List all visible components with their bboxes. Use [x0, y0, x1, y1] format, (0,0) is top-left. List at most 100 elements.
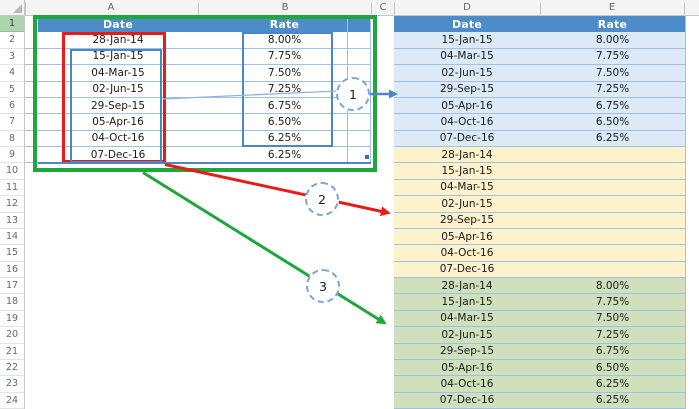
date-cell[interactable]: 05-Apr-16	[92, 115, 144, 128]
row-header-18[interactable]: 18	[0, 294, 24, 311]
row-header-15[interactable]: 15	[0, 245, 24, 262]
row-header-14[interactable]: 14	[0, 228, 24, 246]
date-cell[interactable]: 07-Dec-16	[439, 394, 495, 407]
row-header-23[interactable]: 23	[0, 376, 24, 393]
left-table-row: 04-Mar-15 7.50%	[25, 65, 371, 82]
rate-cell[interactable]: 7.50%	[267, 66, 302, 79]
date-cell[interactable]: 07-Dec-16	[439, 263, 495, 276]
row-header-2[interactable]: 2	[0, 32, 24, 49]
row-header-4[interactable]: 4	[0, 65, 24, 82]
rate-cell[interactable]: 7.50%	[595, 66, 630, 79]
row-header-8[interactable]: 8	[0, 130, 24, 147]
row-header-24[interactable]: 24	[0, 392, 24, 409]
rate-cell[interactable]	[540, 147, 685, 162]
rate-cell[interactable]: 6.25%	[595, 132, 630, 145]
row-header-12[interactable]: 12	[0, 196, 24, 213]
right-table-header-rate[interactable]: Rate	[597, 18, 628, 31]
row-header-1[interactable]: 1	[0, 16, 24, 33]
date-cell[interactable]: 04-Mar-15	[440, 181, 494, 194]
rate-cell[interactable]	[540, 213, 685, 228]
rate-cell[interactable]: 7.75%	[267, 50, 302, 63]
date-cell[interactable]: 15-Jan-15	[441, 165, 493, 178]
row-header-10[interactable]: 10	[0, 163, 24, 180]
date-cell[interactable]: 02-Jun-15	[441, 66, 493, 79]
row-header-19[interactable]: 19	[0, 310, 24, 328]
rate-cell[interactable]: 8.00%	[595, 279, 630, 292]
rate-cell[interactable]: 6.75%	[267, 99, 302, 112]
row-header-5[interactable]: 5	[0, 81, 24, 98]
date-cell[interactable]: 15-Jan-15	[441, 34, 493, 47]
rate-cell[interactable]: 7.50%	[595, 312, 630, 325]
column-header-b[interactable]: B	[281, 2, 289, 13]
row-header-22[interactable]: 22	[0, 359, 24, 377]
date-cell[interactable]: 04-Oct-16	[440, 115, 494, 128]
date-cell[interactable]: 05-Apr-16	[441, 361, 493, 374]
rate-cell[interactable]: 6.25%	[267, 132, 302, 145]
right-table-header-date[interactable]: Date	[451, 18, 483, 31]
date-cell[interactable]: 28-Jan-14	[441, 279, 493, 292]
date-cell[interactable]: 04-Oct-16	[440, 246, 494, 259]
column-header-c[interactable]: C	[379, 2, 387, 13]
date-cell[interactable]: 04-Oct-16	[440, 377, 494, 390]
rate-cell[interactable]: 6.50%	[595, 115, 630, 128]
rate-cell[interactable]	[540, 180, 685, 195]
date-cell[interactable]: 29-Sep-15	[439, 214, 495, 227]
date-cell[interactable]: 15-Jan-15	[441, 296, 493, 309]
rate-cell[interactable]: 8.00%	[267, 34, 302, 47]
date-cell[interactable]: 29-Sep-15	[439, 345, 495, 358]
date-cell[interactable]: 05-Apr-16	[441, 230, 493, 243]
select-all-corner[interactable]	[0, 0, 25, 15]
rate-cell[interactable]: 6.50%	[267, 115, 302, 128]
date-cell[interactable]: 07-Dec-16	[90, 148, 146, 161]
rate-cell[interactable]	[540, 163, 685, 178]
row-header-3[interactable]: 3	[0, 48, 24, 66]
row-header-21[interactable]: 21	[0, 343, 24, 360]
row-header-11[interactable]: 11	[0, 179, 24, 197]
left-table-header-date[interactable]: Date	[102, 18, 134, 31]
date-cell[interactable]: 04-Oct-16	[91, 132, 145, 145]
date-cell[interactable]: 28-Jan-14	[92, 34, 144, 47]
date-cell[interactable]: 02-Jun-15	[441, 328, 493, 341]
date-cell[interactable]: 15-Jan-15	[92, 50, 144, 63]
rate-cell[interactable]: 6.25%	[267, 148, 302, 161]
rate-cell[interactable]: 6.25%	[595, 394, 630, 407]
rate-cell[interactable]	[540, 262, 685, 277]
date-cell[interactable]: 05-Apr-16	[441, 99, 493, 112]
date-cell[interactable]: 02-Jun-15	[92, 83, 144, 96]
rate-cell[interactable]: 8.00%	[595, 34, 630, 47]
column-header-e[interactable]: E	[608, 2, 616, 13]
row-header-9[interactable]: 9	[0, 147, 24, 164]
rate-cell[interactable]: 6.75%	[595, 345, 630, 358]
rate-cell[interactable]: 7.25%	[595, 83, 630, 96]
right-table-green-row: 07-Dec-16 6.25%	[394, 392, 685, 409]
date-cell[interactable]: 04-Mar-15	[91, 66, 145, 79]
fill-handle[interactable]	[364, 154, 370, 160]
date-cell[interactable]: 28-Jan-14	[441, 148, 493, 161]
rate-cell[interactable]	[540, 229, 685, 244]
rate-cell[interactable]: 7.25%	[595, 328, 630, 341]
column-header-d[interactable]: D	[463, 2, 471, 13]
row-header-13[interactable]: 13	[0, 212, 24, 229]
date-cell[interactable]: 04-Mar-15	[440, 312, 494, 325]
left-table-header-rate[interactable]: Rate	[269, 18, 300, 31]
date-cell[interactable]: 07-Dec-16	[439, 132, 495, 145]
row-header-6[interactable]: 6	[0, 97, 24, 115]
rate-cell[interactable]: 7.75%	[595, 296, 630, 309]
row-header-16[interactable]: 16	[0, 261, 24, 278]
select-all-triangle-icon	[13, 4, 22, 13]
rate-cell[interactable]: 6.50%	[595, 361, 630, 374]
rate-cell[interactable]	[540, 245, 685, 260]
row-header-17[interactable]: 17	[0, 278, 24, 295]
rate-cell[interactable]	[540, 196, 685, 211]
column-header-a[interactable]: A	[107, 2, 115, 13]
date-cell[interactable]: 02-Jun-15	[441, 197, 493, 210]
date-cell[interactable]: 04-Mar-15	[440, 50, 494, 63]
rate-cell[interactable]: 6.75%	[595, 99, 630, 112]
row-header-20[interactable]: 20	[0, 327, 24, 344]
date-cell[interactable]: 29-Sep-15	[439, 83, 495, 96]
row-header-7[interactable]: 7	[0, 114, 24, 131]
date-cell[interactable]: 29-Sep-15	[90, 99, 146, 112]
rate-cell[interactable]: 7.75%	[595, 50, 630, 63]
rate-cell[interactable]: 6.25%	[595, 377, 630, 390]
right-table-yellow-row: 02-Jun-15	[394, 196, 685, 213]
